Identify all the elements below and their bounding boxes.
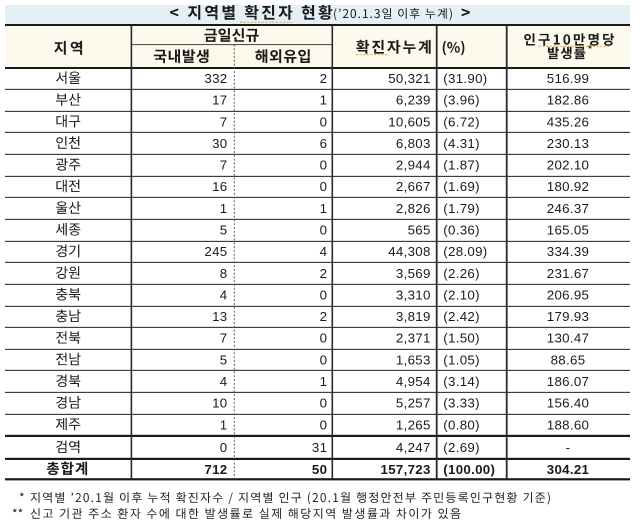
svg-text:202.10: 202.10 xyxy=(547,158,589,173)
svg-text:(3.14): (3.14) xyxy=(443,374,480,389)
svg-text:(1.69): (1.69) xyxy=(443,179,480,194)
svg-text:(4.31): (4.31) xyxy=(443,136,480,151)
svg-text:(31.90): (31.90) xyxy=(443,71,487,86)
svg-text:179.93: 179.93 xyxy=(547,309,589,324)
svg-text:4: 4 xyxy=(220,287,228,302)
svg-text:230.13: 230.13 xyxy=(547,136,589,151)
svg-text:0: 0 xyxy=(320,158,328,173)
svg-text:(3.33): (3.33) xyxy=(443,396,480,411)
svg-text:(1.50): (1.50) xyxy=(443,331,480,346)
svg-text:(3.96): (3.96) xyxy=(443,93,480,108)
svg-text:10,605: 10,605 xyxy=(388,114,430,129)
svg-text:50,321: 50,321 xyxy=(388,71,430,86)
svg-text:(2.42): (2.42) xyxy=(443,309,480,324)
svg-text:1: 1 xyxy=(220,201,228,216)
svg-text:712: 712 xyxy=(204,462,227,477)
svg-text:13: 13 xyxy=(212,309,227,324)
svg-text:(1.79): (1.79) xyxy=(443,201,480,216)
svg-text:16: 16 xyxy=(212,179,227,194)
svg-text:(100.00): (100.00) xyxy=(443,462,495,477)
svg-text:182.86: 182.86 xyxy=(547,93,589,108)
svg-text:7: 7 xyxy=(220,331,228,346)
svg-text:165.05: 165.05 xyxy=(547,223,589,238)
svg-text:0: 0 xyxy=(320,114,328,129)
svg-text:4,954: 4,954 xyxy=(396,374,431,389)
svg-text:2: 2 xyxy=(320,309,328,324)
svg-text:516.99: 516.99 xyxy=(547,71,589,86)
svg-text:3,819: 3,819 xyxy=(396,309,431,324)
svg-text:186.07: 186.07 xyxy=(547,374,589,389)
svg-text:4: 4 xyxy=(320,244,328,259)
svg-text:435.26: 435.26 xyxy=(547,114,589,129)
svg-text:5: 5 xyxy=(220,352,228,367)
svg-text:0: 0 xyxy=(320,287,328,302)
svg-text:(28.09): (28.09) xyxy=(443,244,487,259)
svg-text:44,308: 44,308 xyxy=(388,244,430,259)
svg-text:4,247: 4,247 xyxy=(396,440,431,455)
svg-text:334.39: 334.39 xyxy=(547,244,589,259)
svg-text:30: 30 xyxy=(212,136,227,151)
svg-text:180.92: 180.92 xyxy=(547,179,589,194)
svg-text:7: 7 xyxy=(220,114,228,129)
svg-text:156.40: 156.40 xyxy=(547,396,589,411)
svg-text:6,803: 6,803 xyxy=(396,136,431,151)
svg-text:1,265: 1,265 xyxy=(396,417,431,432)
svg-text:50: 50 xyxy=(312,462,327,477)
svg-text:2,826: 2,826 xyxy=(396,201,431,216)
svg-text:1: 1 xyxy=(320,93,328,108)
svg-text:332: 332 xyxy=(204,71,227,86)
svg-text:231.67: 231.67 xyxy=(547,266,589,281)
svg-text:1: 1 xyxy=(220,417,228,432)
svg-text:17: 17 xyxy=(212,93,227,108)
svg-text:(2.69): (2.69) xyxy=(443,440,480,455)
svg-text:2,944: 2,944 xyxy=(396,158,431,173)
svg-text:1: 1 xyxy=(320,201,328,216)
svg-text:0: 0 xyxy=(320,179,328,194)
svg-text:2: 2 xyxy=(320,71,328,86)
svg-text:(2.10): (2.10) xyxy=(443,287,480,302)
svg-text:188.60: 188.60 xyxy=(547,417,589,432)
svg-text:3,569: 3,569 xyxy=(396,266,431,281)
svg-text:0: 0 xyxy=(320,396,328,411)
svg-text:(0.36): (0.36) xyxy=(443,223,480,238)
svg-text:(1.87): (1.87) xyxy=(443,158,480,173)
svg-text:1,653: 1,653 xyxy=(396,352,431,367)
svg-text:(0.80): (0.80) xyxy=(443,417,480,432)
svg-text:4: 4 xyxy=(220,374,228,389)
svg-text:31: 31 xyxy=(312,440,327,455)
svg-text:0: 0 xyxy=(320,417,328,432)
svg-text:245: 245 xyxy=(204,244,227,259)
svg-text:0: 0 xyxy=(220,440,228,455)
svg-text:88.65: 88.65 xyxy=(551,352,586,367)
svg-text:1: 1 xyxy=(320,374,328,389)
svg-text:565: 565 xyxy=(408,223,431,238)
svg-text:5,257: 5,257 xyxy=(396,396,431,411)
svg-text:0: 0 xyxy=(320,223,328,238)
svg-text:6,239: 6,239 xyxy=(396,93,431,108)
svg-text:246.37: 246.37 xyxy=(547,201,589,216)
svg-text:0: 0 xyxy=(320,331,328,346)
svg-text:2: 2 xyxy=(320,266,328,281)
svg-text:3,310: 3,310 xyxy=(396,287,431,302)
svg-text:130.47: 130.47 xyxy=(547,331,589,346)
svg-text:206.95: 206.95 xyxy=(547,287,589,302)
svg-text:5: 5 xyxy=(220,223,228,238)
svg-text:304.21: 304.21 xyxy=(547,462,590,477)
svg-text:2,667: 2,667 xyxy=(396,179,431,194)
svg-text:157,723: 157,723 xyxy=(381,462,431,477)
svg-text:6: 6 xyxy=(320,136,328,151)
svg-text:0: 0 xyxy=(320,352,328,367)
svg-text:(6.72): (6.72) xyxy=(443,114,480,129)
svg-text:2,371: 2,371 xyxy=(396,331,431,346)
svg-text:10: 10 xyxy=(212,396,227,411)
svg-text:8: 8 xyxy=(220,266,228,281)
svg-text:(1.05): (1.05) xyxy=(443,352,480,367)
svg-text:-: - xyxy=(566,440,571,455)
svg-text:(2.26): (2.26) xyxy=(443,266,480,281)
svg-text:7: 7 xyxy=(220,158,228,173)
